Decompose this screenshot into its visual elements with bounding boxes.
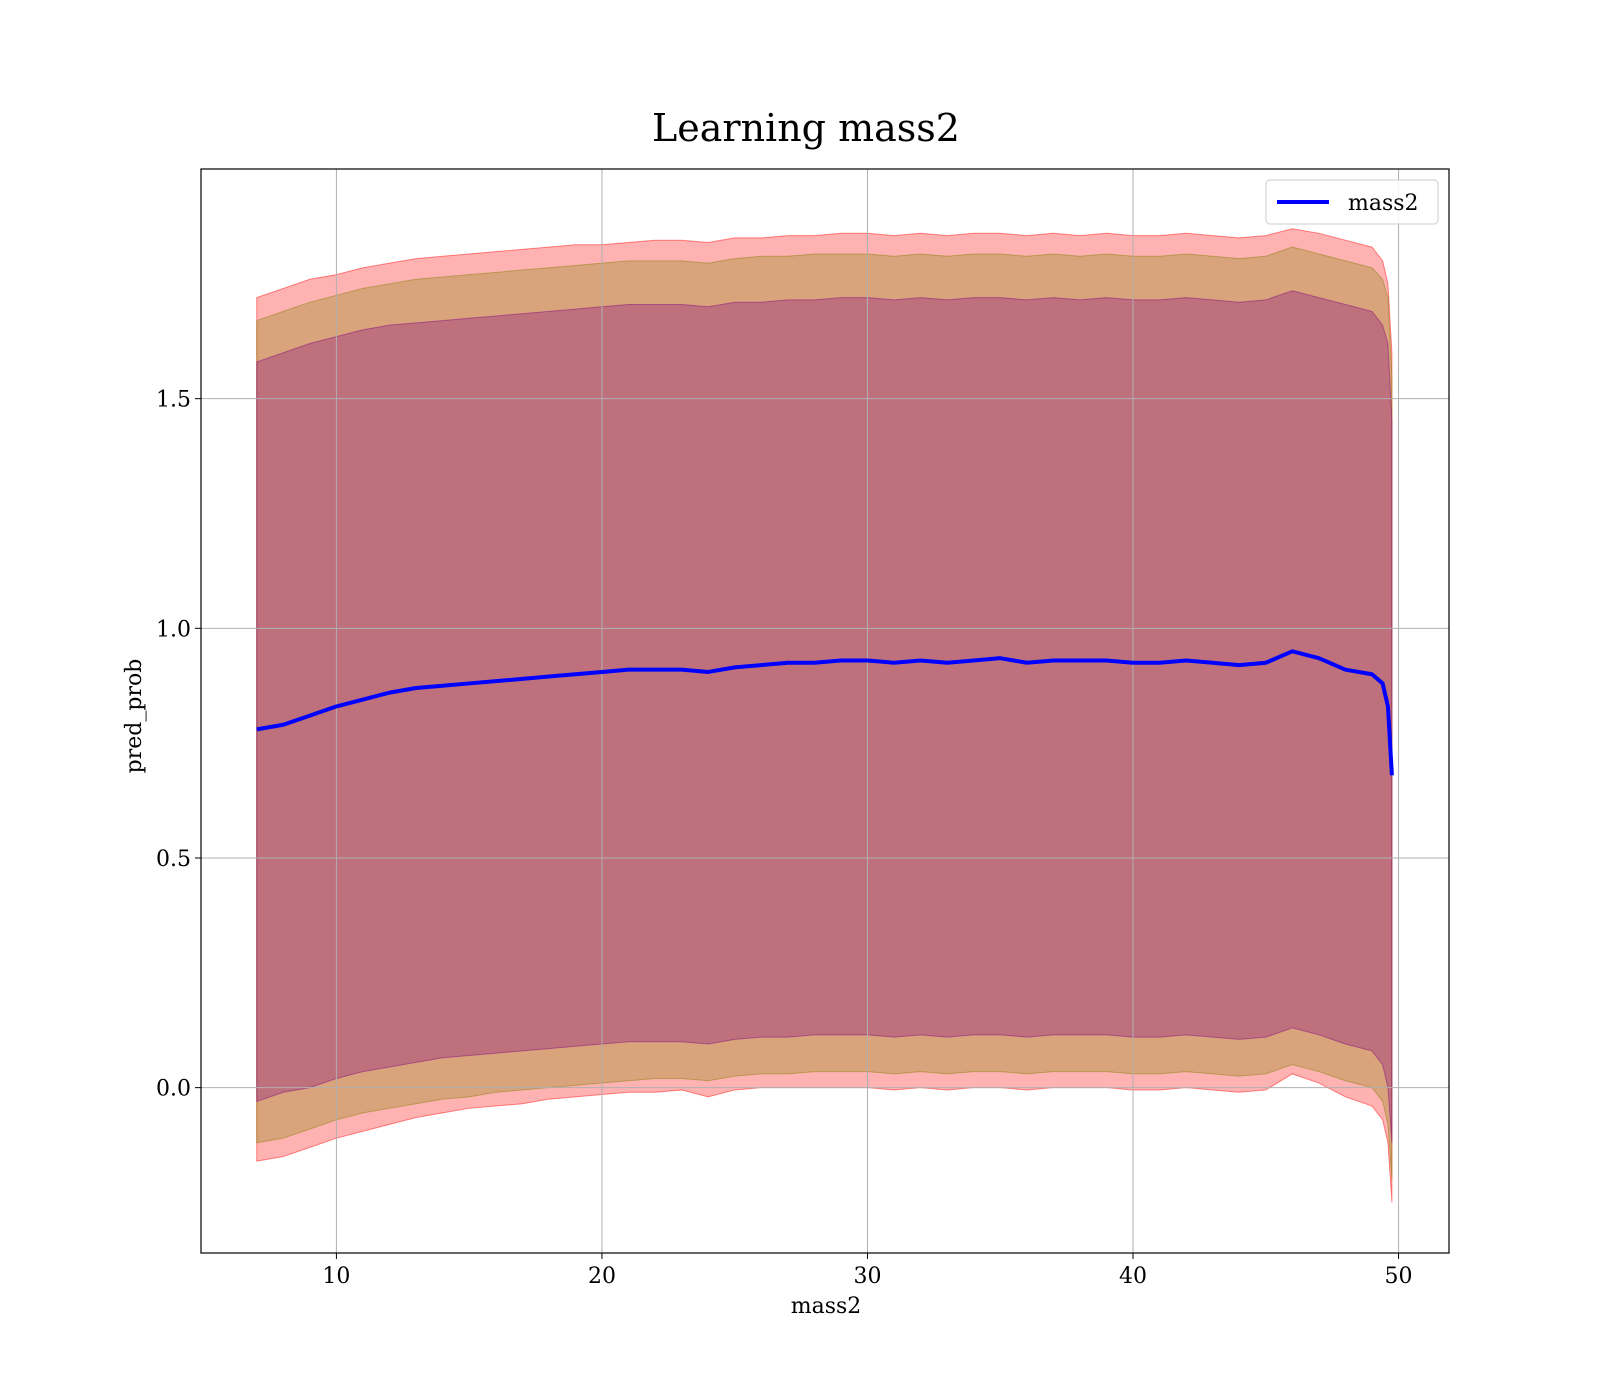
confidence-band-0 <box>256 228 1393 1203</box>
series-line-mass2 <box>256 649 1394 776</box>
x-tick-label: 20 <box>588 1264 616 1289</box>
x-axis-title: mass2 <box>791 1294 862 1319</box>
grid-lines <box>201 169 1449 1253</box>
legend-frame <box>1265 179 1439 225</box>
x-tick-label: 10 <box>322 1264 350 1289</box>
y-axis-ticks: 0.0 0.5 1.0 1.5 <box>156 388 201 1102</box>
confidence-band-1 <box>256 246 1393 1180</box>
legend: mass2 <box>1265 179 1439 225</box>
y-tick-label: 0.0 <box>156 1077 191 1102</box>
x-tick-label: 30 <box>853 1264 881 1289</box>
confidence-bands <box>256 228 1393 1203</box>
chart-title: Learning mass2 <box>652 106 960 150</box>
x-tick-label: 50 <box>1385 1264 1413 1289</box>
legend-label-mass2: mass2 <box>1348 191 1419 216</box>
y-axis-title: pred_prob <box>122 659 147 774</box>
plot-area <box>200 168 1450 1254</box>
y-tick-label: 1.0 <box>156 617 191 642</box>
plot-frame <box>200 168 1450 1254</box>
confidence-band-2 <box>256 290 1393 1143</box>
x-tick-label: 40 <box>1119 1264 1147 1289</box>
x-axis-ticks: 10 20 30 40 50 <box>322 1253 1413 1289</box>
y-tick-label: 1.5 <box>156 388 191 413</box>
y-tick-label: 0.5 <box>156 847 191 872</box>
series-lines <box>256 649 1394 776</box>
